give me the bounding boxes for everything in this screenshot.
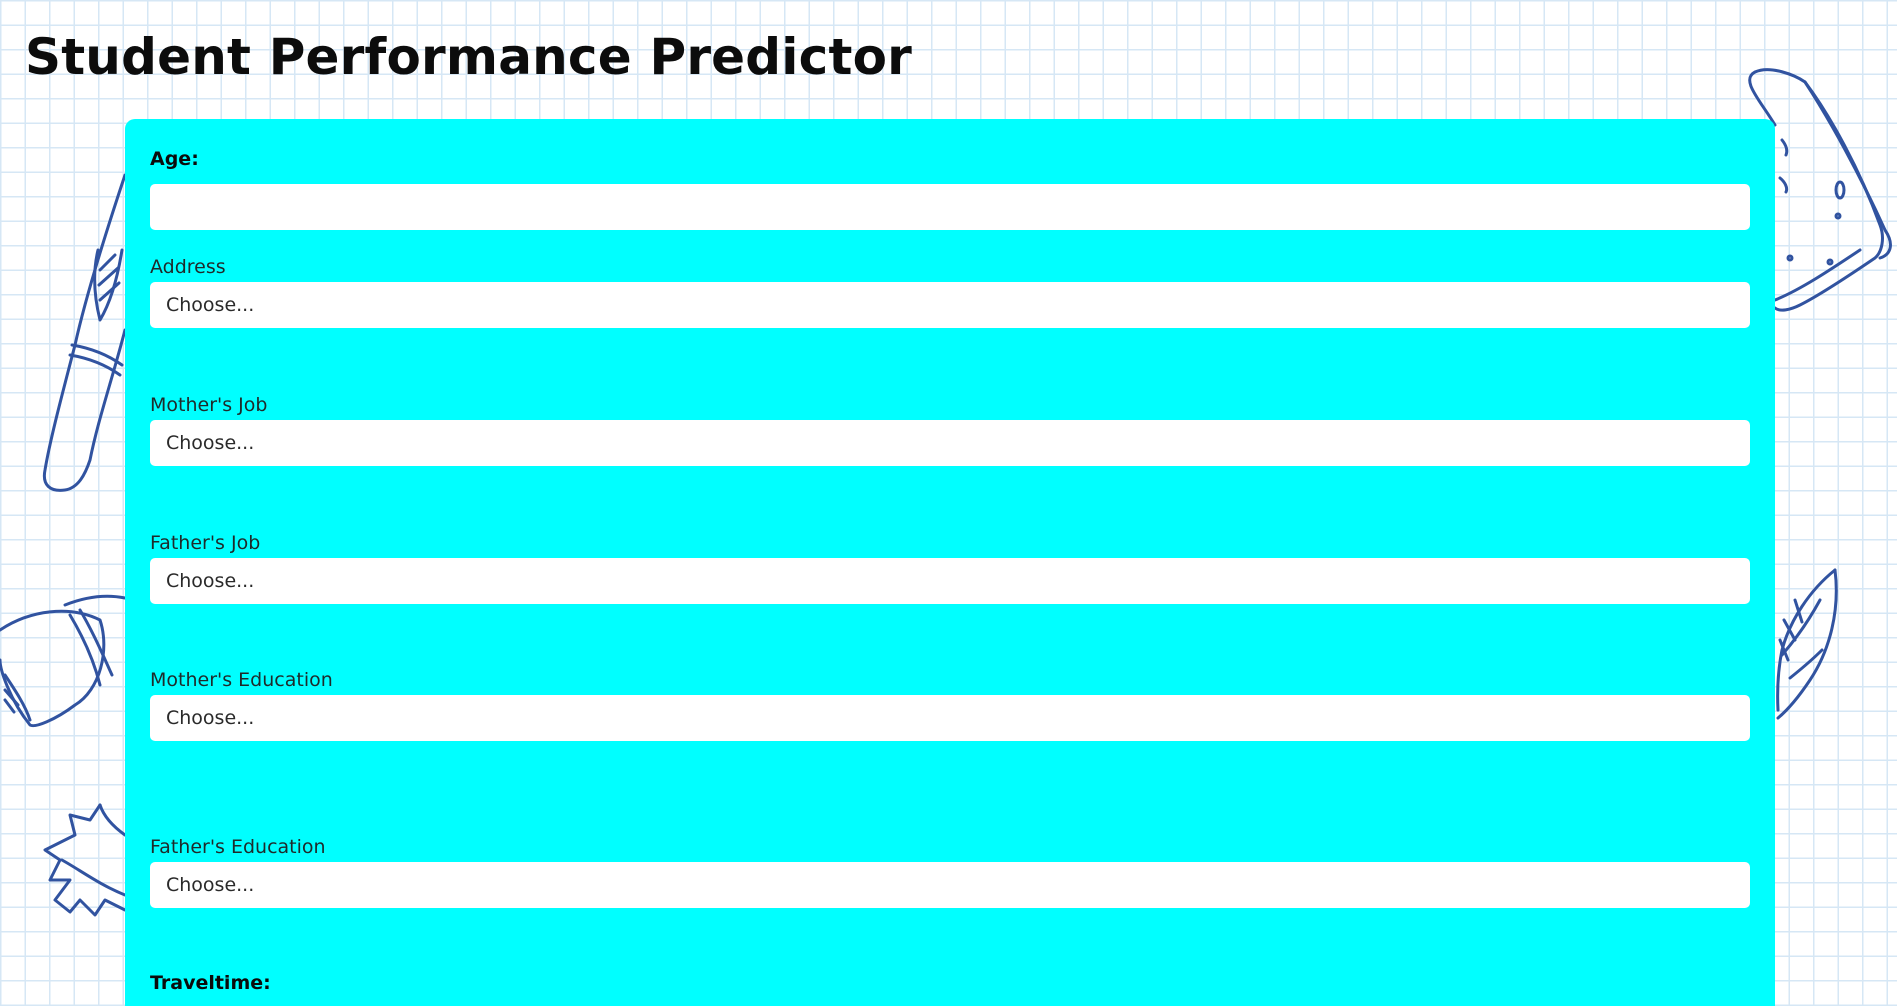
maple-leaf-doodle-icon <box>43 803 127 917</box>
mothers-job-select[interactable]: Choose... <box>150 420 1750 466</box>
age-input[interactable] <box>150 184 1750 230</box>
address-label: Address <box>150 256 226 278</box>
mothers-education-select-value: Choose... <box>166 707 255 729</box>
fathers-education-select-value: Choose... <box>166 874 255 896</box>
age-label: Age: <box>150 148 199 170</box>
prediction-form: Age: Address Choose... Mother's Job Choo… <box>125 119 1775 1006</box>
fathers-job-label: Father's Job <box>150 532 261 554</box>
traveltime-label: Traveltime: <box>150 972 271 994</box>
pencil-doodle-icon <box>42 173 127 492</box>
leaf-doodle-icon <box>1776 568 1838 720</box>
fathers-job-select[interactable]: Choose... <box>150 558 1750 604</box>
fathers-job-select-value: Choose... <box>166 570 255 592</box>
page-title: Student Performance Predictor <box>25 28 912 86</box>
address-select-value: Choose... <box>166 294 255 316</box>
mothers-job-label: Mother's Job <box>150 394 268 416</box>
fathers-education-select[interactable]: Choose... <box>150 862 1750 908</box>
mothers-education-select[interactable]: Choose... <box>150 695 1750 741</box>
fathers-education-label: Father's Education <box>150 836 326 858</box>
mothers-job-select-value: Choose... <box>166 432 255 454</box>
address-select[interactable]: Choose... <box>150 282 1750 328</box>
eraser-doodle-icon <box>0 594 127 728</box>
mothers-education-label: Mother's Education <box>150 669 333 691</box>
